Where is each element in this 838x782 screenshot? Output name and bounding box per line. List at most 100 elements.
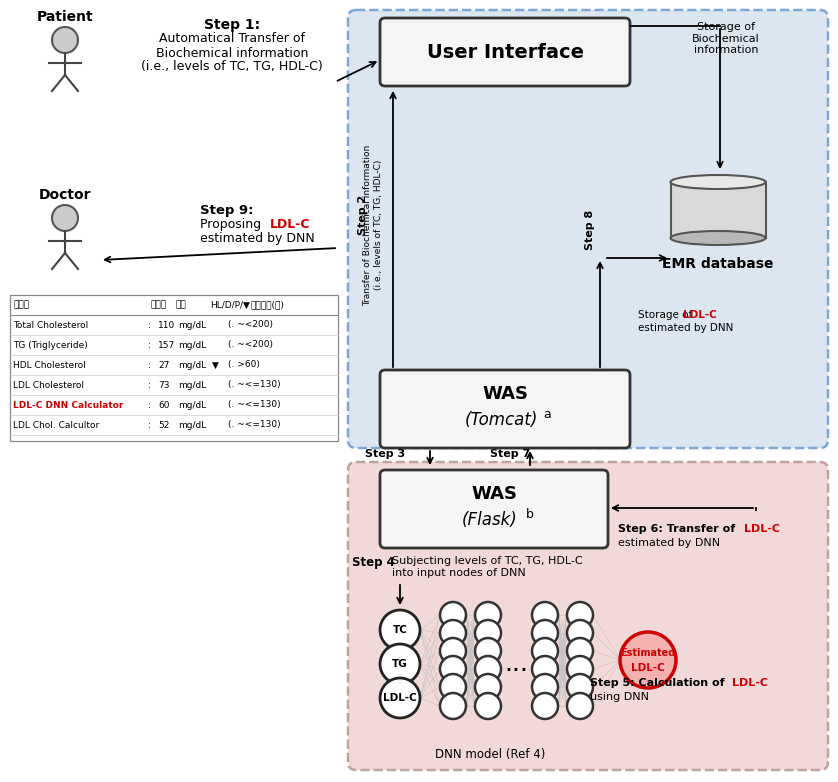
Text: (Flask): (Flask): [462, 511, 518, 529]
FancyBboxPatch shape: [380, 370, 630, 448]
Circle shape: [567, 638, 593, 664]
Text: Step 1:: Step 1:: [204, 18, 260, 32]
Text: mg/dL: mg/dL: [178, 321, 206, 329]
Text: Step 4: Step 4: [352, 556, 395, 569]
Circle shape: [532, 674, 558, 700]
Text: LDL-C: LDL-C: [744, 524, 780, 534]
Circle shape: [380, 644, 420, 684]
Text: TC: TC: [392, 625, 407, 635]
Text: mg/dL: mg/dL: [178, 421, 206, 429]
Text: 참고범위(치): 참고범위(치): [250, 300, 284, 310]
Text: ▼: ▼: [212, 361, 219, 370]
Circle shape: [440, 674, 466, 700]
Text: User Interface: User Interface: [427, 42, 583, 62]
Circle shape: [620, 632, 676, 688]
Text: :: :: [148, 421, 151, 429]
Text: LDL-C: LDL-C: [732, 678, 768, 688]
Text: (. ~<200): (. ~<200): [228, 321, 273, 329]
FancyBboxPatch shape: [380, 470, 608, 548]
Text: 157: 157: [158, 340, 175, 350]
Text: WAS: WAS: [471, 485, 517, 503]
Text: estimated by DNN: estimated by DNN: [618, 538, 720, 548]
Text: Step 9:: Step 9:: [200, 204, 254, 217]
Text: LDL-C: LDL-C: [683, 310, 716, 320]
Text: :: :: [148, 321, 151, 329]
Text: Step 5: Calculation of: Step 5: Calculation of: [590, 678, 728, 688]
Circle shape: [475, 620, 501, 646]
Text: WAS: WAS: [482, 385, 528, 403]
Text: Step 3: Step 3: [365, 449, 405, 459]
Text: HDL Cholesterol: HDL Cholesterol: [13, 361, 85, 370]
Circle shape: [380, 678, 420, 718]
Circle shape: [475, 674, 501, 700]
Text: :: :: [148, 381, 151, 389]
Text: Storage of
Biochemical
information: Storage of Biochemical information: [692, 22, 760, 56]
Circle shape: [567, 656, 593, 682]
Circle shape: [532, 620, 558, 646]
FancyBboxPatch shape: [380, 18, 630, 86]
Text: Subjecting levels of TC, TG, HDL-C
into input nodes of DNN: Subjecting levels of TC, TG, HDL-C into …: [392, 556, 582, 578]
Text: Doctor: Doctor: [39, 188, 91, 202]
Text: (i.e., levels of TC, TG, HDL-C): (i.e., levels of TC, TG, HDL-C): [141, 60, 323, 73]
Text: Estimated: Estimated: [620, 648, 675, 658]
Text: (Tomcat): (Tomcat): [464, 411, 538, 429]
Text: LDL-C DNN Calculator: LDL-C DNN Calculator: [13, 400, 123, 410]
Text: Patient: Patient: [37, 10, 93, 24]
Text: 단위: 단위: [175, 300, 186, 310]
Circle shape: [475, 693, 501, 719]
Text: Proposing: Proposing: [200, 218, 265, 231]
Circle shape: [440, 620, 466, 646]
Circle shape: [532, 693, 558, 719]
Text: HL/D/P/▼: HL/D/P/▼: [210, 300, 250, 310]
Text: mg/dL: mg/dL: [178, 381, 206, 389]
Text: TG: TG: [392, 659, 408, 669]
FancyBboxPatch shape: [348, 462, 828, 770]
Text: :: :: [148, 400, 151, 410]
Text: Storage of: Storage of: [638, 310, 696, 320]
Circle shape: [567, 602, 593, 628]
Text: 73: 73: [158, 381, 169, 389]
Text: Step 8: Step 8: [585, 210, 595, 250]
Text: mg/dL: mg/dL: [178, 340, 206, 350]
Circle shape: [440, 638, 466, 664]
Text: 60: 60: [158, 400, 169, 410]
Circle shape: [440, 693, 466, 719]
Text: 결과치: 결과치: [150, 300, 166, 310]
Circle shape: [475, 602, 501, 628]
Circle shape: [532, 656, 558, 682]
Text: mg/dL: mg/dL: [178, 400, 206, 410]
Text: LDL Cholesterol: LDL Cholesterol: [13, 381, 84, 389]
Text: estimated by DNN: estimated by DNN: [638, 323, 733, 333]
Bar: [670, 182, 765, 238]
Text: EMR database: EMR database: [662, 257, 773, 271]
Text: 검사명: 검사명: [13, 300, 29, 310]
Text: Transfer of Biochemical information
(i.e., levels of TC, TG, HDL-C): Transfer of Biochemical information (i.e…: [364, 145, 383, 306]
Text: LDL-C: LDL-C: [631, 663, 665, 673]
Text: Automatical Transfer of
Biochemical information: Automatical Transfer of Biochemical info…: [156, 32, 308, 60]
Circle shape: [440, 656, 466, 682]
Text: :: :: [148, 361, 151, 370]
Text: Step 2: Step 2: [358, 195, 368, 235]
Text: b: b: [526, 508, 534, 521]
Circle shape: [567, 620, 593, 646]
Circle shape: [52, 27, 78, 53]
Text: 27: 27: [158, 361, 169, 370]
Text: (. >60): (. >60): [228, 361, 260, 370]
Text: LDL-C: LDL-C: [383, 693, 416, 703]
Text: LDL Chol. Calcultor: LDL Chol. Calcultor: [13, 421, 99, 429]
Text: ...: ...: [504, 652, 528, 676]
Text: LDL-C: LDL-C: [270, 218, 311, 231]
Text: using DNN: using DNN: [590, 692, 649, 702]
Text: TG (Triglyceride): TG (Triglyceride): [13, 340, 88, 350]
Ellipse shape: [670, 231, 765, 245]
Text: (. ~<=130): (. ~<=130): [228, 421, 281, 429]
Ellipse shape: [670, 175, 765, 189]
Circle shape: [475, 638, 501, 664]
Circle shape: [567, 693, 593, 719]
Text: (. ~<=130): (. ~<=130): [228, 381, 281, 389]
Text: Step 7: Step 7: [490, 449, 530, 459]
Text: Step 6: Transfer of: Step 6: Transfer of: [618, 524, 739, 534]
FancyBboxPatch shape: [348, 10, 828, 448]
Text: a: a: [543, 407, 551, 421]
Circle shape: [532, 602, 558, 628]
